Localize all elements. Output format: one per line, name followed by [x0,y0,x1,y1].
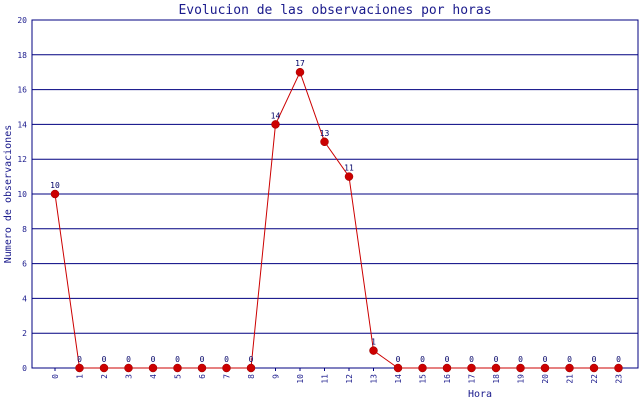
x-axis-ticks: 0 1 2 3 4 5 6 7 8 9 10 11 12 13 14 15 16 17 18 19 20 21 22 23 [51,368,624,384]
x-tick-label-13: 13 [370,374,379,384]
x-tick-label-4: 4 [149,374,158,379]
x-tick-label-20: 20 [541,374,550,384]
x-tick-label-22: 22 [590,374,599,384]
y-tick-label-6: 6 [22,260,27,269]
data-point-7 [222,363,231,373]
x-tick-label-11: 11 [321,374,330,384]
data-label-19: 0 [518,355,523,364]
data-label-1: 0 [77,355,82,364]
x-tick-label-12: 12 [345,374,354,384]
x-tick-label-6: 6 [198,374,207,379]
data-label-11: 13 [320,129,330,138]
chart-grid [31,19,639,369]
data-point-19 [516,363,525,373]
data-point-11 [320,137,329,147]
y-tick-label-2: 2 [22,329,27,338]
x-tick-label-17: 17 [468,374,477,384]
data-point-17 [467,363,476,373]
x-tick-label-2: 2 [100,374,109,379]
data-label-18: 0 [494,355,499,364]
data-label-22: 0 [592,355,597,364]
data-point-8 [246,363,256,373]
x-tick-label-10: 10 [296,374,305,384]
data-label-4: 0 [151,355,156,364]
data-point-2 [99,363,109,373]
x-tick-label-5: 5 [174,374,183,379]
data-point-16 [442,363,452,373]
data-point-5 [173,363,182,373]
data-label-0: 10 [50,181,60,190]
data-label-14: 0 [396,355,401,364]
data-label-16: 0 [445,355,450,364]
data-point-22 [589,363,599,373]
data-point-14 [393,363,403,373]
data-label-13: 1 [371,338,376,347]
data-label-2: 0 [102,355,107,364]
y-tick-label-4: 4 [22,294,27,303]
y-tick-label-12: 12 [17,155,27,164]
x-tick-label-8: 8 [247,374,256,379]
data-point-12 [344,172,354,181]
x-tick-label-19: 19 [517,374,526,384]
data-label-21: 0 [567,355,572,364]
data-point-13 [369,346,378,355]
x-tick-label-16: 16 [443,374,452,384]
y-tick-label-0: 0 [22,364,27,373]
data-label-12: 11 [344,164,354,173]
data-point-21 [565,363,574,373]
x-tick-label-3: 3 [125,374,134,379]
data-label-6: 0 [200,355,205,364]
y-tick-label-18: 18 [17,51,27,60]
data-label-3: 0 [126,355,131,364]
data-label-7: 0 [224,355,229,364]
chart-title: Evolucion de las observaciones por horas [178,3,491,18]
data-point-23 [614,363,623,373]
data-point-18 [491,363,501,373]
series-line [54,70,619,369]
data-point-4 [148,363,158,373]
x-tick-label-18: 18 [492,374,501,384]
y-axis-title: Numero de observaciones [3,125,14,263]
data-point-15 [418,363,427,373]
y-axis-ticks: 0 2 4 6 8 10 12 14 16 18 20 [17,16,27,373]
data-label-23: 0 [616,355,621,364]
x-axis-title: Hora [468,389,492,400]
x-tick-label-1: 1 [76,374,85,379]
data-label-20: 0 [543,355,548,364]
y-tick-label-14: 14 [17,120,27,129]
data-point-3 [124,363,133,373]
x-tick-label-9: 9 [272,374,281,379]
data-label-9: 14 [271,111,281,120]
x-tick-label-15: 15 [419,374,428,384]
x-tick-label-21: 21 [566,374,575,384]
data-label-15: 0 [420,355,425,364]
y-tick-label-8: 8 [22,225,27,234]
x-tick-label-23: 23 [615,374,624,384]
data-point-10 [295,67,305,77]
data-label-17: 0 [469,355,474,364]
y-tick-label-20: 20 [17,16,27,25]
y-tick-label-16: 16 [17,86,27,95]
y-tick-label-10: 10 [17,190,27,199]
data-point-9 [271,120,280,129]
data-point-6 [197,363,207,373]
data-point-1 [75,363,84,373]
data-label-5: 0 [175,355,180,364]
x-tick-label-14: 14 [394,374,403,384]
data-label-10: 17 [295,59,305,68]
data-point-0 [50,189,60,199]
x-tick-label-0: 0 [51,374,60,379]
data-label-8: 0 [249,355,254,364]
data-point-20 [540,363,550,373]
x-tick-label-7: 7 [223,374,232,379]
series-observaciones [50,67,623,373]
